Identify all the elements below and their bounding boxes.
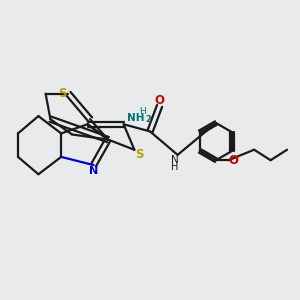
Text: O: O — [228, 154, 238, 167]
Text: S: S — [135, 148, 143, 161]
Text: 2: 2 — [145, 115, 151, 124]
Text: S: S — [58, 87, 67, 100]
Text: O: O — [154, 94, 165, 107]
Text: H: H — [139, 106, 146, 116]
Text: NH: NH — [128, 113, 145, 123]
Text: N: N — [89, 166, 98, 176]
Text: H: H — [171, 162, 178, 172]
Text: N: N — [171, 155, 178, 165]
